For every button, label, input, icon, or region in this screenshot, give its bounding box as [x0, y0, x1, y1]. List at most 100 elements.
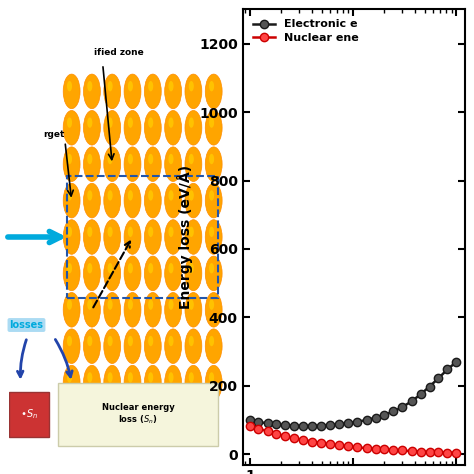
Electronic e: [318, 423, 324, 428]
Circle shape: [108, 300, 113, 310]
Circle shape: [145, 110, 161, 145]
Circle shape: [164, 110, 182, 145]
Circle shape: [205, 329, 222, 364]
Circle shape: [128, 263, 133, 273]
Circle shape: [148, 81, 153, 91]
Bar: [9, 392, 49, 437]
Circle shape: [189, 190, 194, 201]
Nuclear ene: [255, 426, 261, 431]
Circle shape: [83, 220, 100, 254]
Circle shape: [185, 292, 202, 327]
Electronic e: [391, 409, 396, 414]
Circle shape: [145, 329, 161, 364]
Circle shape: [168, 154, 173, 164]
Circle shape: [124, 292, 141, 327]
Electronic e: [355, 419, 360, 425]
Circle shape: [145, 147, 161, 182]
Circle shape: [185, 256, 202, 291]
Nuclear ene: [445, 450, 450, 456]
Electronic e: [436, 375, 441, 381]
Circle shape: [128, 300, 133, 310]
Electronic e: [292, 423, 297, 428]
Circle shape: [205, 147, 222, 182]
Electronic e: [255, 419, 261, 425]
Circle shape: [67, 227, 72, 237]
Circle shape: [108, 154, 113, 164]
Text: $\bullet S_n$: $\bullet S_n$: [20, 408, 38, 421]
Circle shape: [83, 256, 100, 291]
Circle shape: [209, 336, 214, 346]
Nuclear ene: [283, 433, 288, 439]
Circle shape: [83, 292, 100, 327]
Circle shape: [168, 263, 173, 273]
Electronic e: [409, 398, 415, 404]
Nuclear ene: [328, 441, 333, 447]
Nuclear ene: [318, 440, 324, 446]
Circle shape: [205, 256, 222, 291]
Bar: [58, 383, 218, 447]
Circle shape: [185, 365, 202, 400]
Circle shape: [67, 372, 72, 383]
Circle shape: [148, 336, 153, 346]
Circle shape: [108, 263, 113, 273]
Text: ified zone: ified zone: [94, 48, 144, 57]
Electronic e: [445, 366, 450, 372]
Circle shape: [145, 220, 161, 254]
Circle shape: [209, 263, 214, 273]
Nuclear ene: [400, 447, 405, 453]
Circle shape: [145, 365, 161, 400]
Circle shape: [108, 190, 113, 201]
Circle shape: [124, 74, 141, 109]
Nuclear ene: [346, 444, 351, 449]
Circle shape: [205, 220, 222, 254]
Circle shape: [83, 365, 100, 400]
Circle shape: [148, 300, 153, 310]
Circle shape: [104, 256, 121, 291]
Circle shape: [148, 372, 153, 383]
Circle shape: [189, 300, 194, 310]
Circle shape: [185, 329, 202, 364]
Circle shape: [185, 147, 202, 182]
Circle shape: [189, 227, 194, 237]
Legend: Electronic e, Nuclear ene: Electronic e, Nuclear ene: [248, 15, 363, 47]
Circle shape: [164, 147, 182, 182]
Circle shape: [128, 336, 133, 346]
Nuclear ene: [273, 431, 279, 437]
Circle shape: [124, 329, 141, 364]
Circle shape: [189, 336, 194, 346]
Circle shape: [83, 74, 100, 109]
Nuclear ene: [292, 435, 297, 441]
Electronic e: [381, 412, 387, 418]
Nuclear ene: [355, 445, 360, 450]
Electronic e: [364, 417, 369, 423]
Text: Nuclear energy
loss ($S_n$): Nuclear energy loss ($S_n$): [102, 403, 174, 426]
Circle shape: [164, 329, 182, 364]
Nuclear ene: [436, 449, 441, 455]
Electronic e: [301, 423, 306, 428]
Circle shape: [83, 183, 100, 218]
Circle shape: [164, 256, 182, 291]
Circle shape: [189, 372, 194, 383]
Circle shape: [145, 183, 161, 218]
Line: Nuclear ene: Nuclear ene: [246, 422, 461, 457]
Circle shape: [83, 147, 100, 182]
Circle shape: [145, 74, 161, 109]
Circle shape: [87, 81, 92, 91]
Circle shape: [63, 256, 80, 291]
Circle shape: [168, 227, 173, 237]
Circle shape: [128, 190, 133, 201]
Circle shape: [104, 329, 121, 364]
Circle shape: [67, 263, 72, 273]
Text: rget: rget: [43, 130, 64, 139]
Bar: [67, 176, 218, 298]
Circle shape: [87, 300, 92, 310]
Circle shape: [87, 154, 92, 164]
Circle shape: [209, 227, 214, 237]
Nuclear ene: [265, 428, 271, 434]
Circle shape: [104, 292, 121, 327]
Electronic e: [418, 392, 423, 397]
Circle shape: [108, 118, 113, 128]
Circle shape: [63, 183, 80, 218]
Nuclear ene: [409, 448, 415, 454]
Circle shape: [63, 74, 80, 109]
